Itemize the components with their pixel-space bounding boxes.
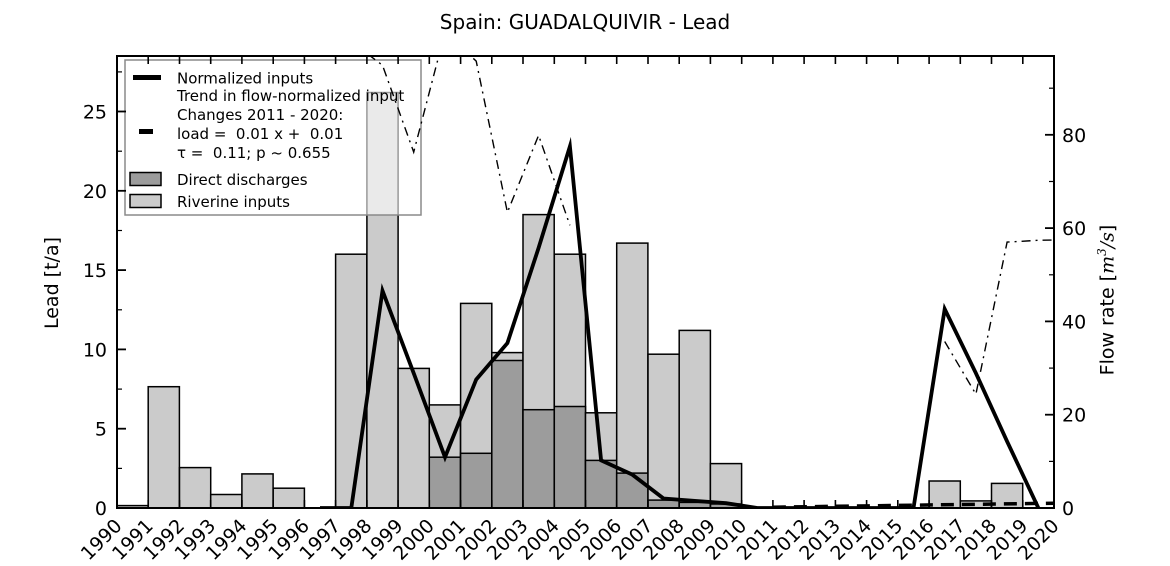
y-axis-left: 0 5 10 15 20 25 (83, 71, 126, 520)
legend-swatch-direct (129, 171, 162, 187)
riverine-bar-2007 (647, 353, 680, 509)
riverine-bar-1997 (334, 253, 368, 509)
legend-background (124, 59, 422, 216)
direct-bar-2005 (584, 459, 618, 509)
normalized-inputs-line (320, 136, 1041, 508)
direct-bar-2001 (459, 452, 493, 509)
legend-swatch-riverine (129, 193, 162, 209)
direct-bar-2004 (553, 405, 587, 509)
y-right-tick-label-0: 0 (1062, 498, 1074, 520)
legend-label-trend-line-1: Trend in flow-normalized input (176, 87, 404, 105)
y-axis-right: 0 20 40 60 80 (1045, 87, 1086, 520)
y-left-tick-label-5: 5 (95, 419, 107, 441)
riverine-bar-1991 (147, 385, 181, 509)
direct-bar-2002 (491, 359, 524, 509)
y-left-tick-label-0: 0 (95, 498, 107, 520)
flow-rate-segment-2 (944, 239, 1054, 397)
direct-bar-2007 (647, 499, 680, 509)
y-left-tick-label-20: 20 (83, 181, 107, 203)
riverine-bar-1994 (241, 473, 274, 509)
y-left-tick-label-10: 10 (83, 339, 107, 361)
chart-title: Spain: GUADALQUIVIR - Lead (439, 10, 731, 34)
riverine-bar-1992 (178, 466, 212, 509)
riverine-bar-1993 (209, 493, 243, 509)
riverine-bar-1999 (397, 367, 431, 509)
riverine-bar-1995 (272, 487, 306, 509)
riverine-bar-2006 (615, 242, 649, 509)
riverine-bar-2008 (678, 329, 712, 509)
y-right-tick-label-80: 80 (1062, 125, 1086, 147)
y-right-tick-label-40: 40 (1062, 311, 1086, 333)
legend-label-normalized: Normalized inputs (177, 70, 313, 88)
legend-label-trend-line-2: Changes 2011 - 2020: (177, 106, 343, 124)
direct-bar-2006 (615, 472, 649, 509)
y-left-tick-label-25: 25 (83, 102, 107, 124)
y-right-tick-label-60: 60 (1062, 218, 1086, 240)
legend-label-trend-line-4: τ = 0.11; p ~ 0.655 (177, 144, 331, 162)
legend-label-trend-line-3: load = 0.01 x + 0.01 (177, 125, 343, 143)
y-right-tick-label-20: 20 (1062, 405, 1086, 427)
legend-label-direct: Direct discharges (177, 171, 308, 189)
y-left-tick-label-15: 15 (83, 260, 107, 282)
legend-label-riverine: Riverine inputs (177, 193, 290, 211)
flow-rate-line (369, 56, 1054, 397)
direct-bar-2003 (522, 408, 555, 509)
direct-bar-2000 (428, 456, 462, 509)
